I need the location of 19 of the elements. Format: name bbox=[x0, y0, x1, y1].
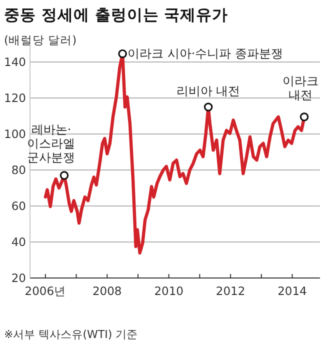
x-tick-label: 2006년 bbox=[24, 284, 66, 298]
annotation: 이라크 시아·수니파 종파분쟁 bbox=[128, 46, 284, 61]
y-axis-title: (배럴당 달러) bbox=[4, 33, 77, 47]
y-tick-label: 20 bbox=[11, 271, 26, 285]
x-tick-label: 2008 bbox=[92, 284, 122, 298]
annotation: 레바논·이스라엘 군사분쟁 bbox=[27, 122, 76, 164]
y-tick-label: 140 bbox=[4, 55, 26, 69]
x-tick-label: 2012 bbox=[216, 284, 246, 298]
annotation: 이라크 내전 bbox=[282, 74, 318, 102]
y-tick-label: 80 bbox=[11, 163, 26, 177]
y-tick-label: 120 bbox=[4, 91, 26, 105]
text: ※서부 텍사스유(WTI) 기준 bbox=[4, 328, 138, 341]
annotation: 리비아 내전 bbox=[176, 84, 240, 98]
y-tick-label: 100 bbox=[4, 127, 26, 141]
x-tick-label: 2014 bbox=[278, 284, 307, 298]
y-tick-label: 60 bbox=[11, 199, 26, 213]
chart-title: 중동 정세에 출렁이는 국제유가 bbox=[4, 6, 228, 24]
x-tick-label: 2010 bbox=[154, 284, 184, 298]
y-tick-label: 40 bbox=[11, 235, 26, 249]
